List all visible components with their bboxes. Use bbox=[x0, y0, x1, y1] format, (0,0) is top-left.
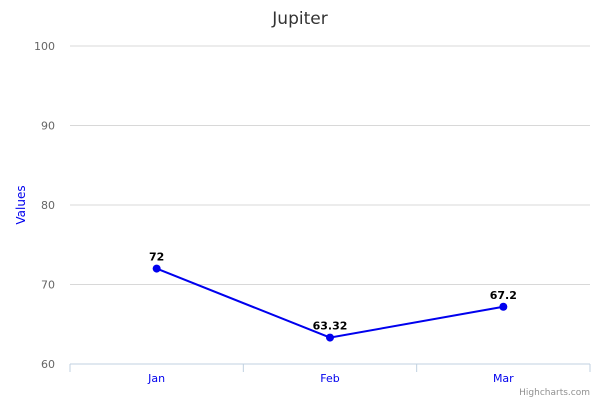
data-label: 63.32 bbox=[313, 320, 348, 333]
y-axis-ticks: 60 70 80 90 100 bbox=[34, 40, 55, 371]
y-axis-label: Values bbox=[14, 185, 28, 224]
y-tick-label: 90 bbox=[41, 120, 55, 133]
chart-title: Jupiter bbox=[271, 9, 327, 29]
data-label: 67.2 bbox=[490, 289, 517, 302]
series-group bbox=[152, 264, 508, 342]
y-tick-label: 70 bbox=[41, 279, 55, 292]
data-labels: 72 63.32 67.2 bbox=[149, 251, 517, 333]
y-tick-label: 60 bbox=[41, 358, 55, 371]
x-tick-label: Jan bbox=[147, 372, 165, 385]
y-tick-label: 80 bbox=[41, 199, 55, 212]
x-tick-label: Feb bbox=[320, 372, 339, 385]
data-point[interactable] bbox=[326, 333, 334, 342]
credits-text[interactable]: Highcharts.com bbox=[519, 388, 590, 398]
x-axis-ticks: Jan Feb Mar bbox=[69, 364, 591, 385]
x-tick-label: Mar bbox=[493, 372, 514, 385]
grid-lines bbox=[70, 45, 590, 285]
y-tick-label: 100 bbox=[34, 40, 55, 53]
data-point[interactable] bbox=[499, 302, 508, 311]
data-point[interactable] bbox=[152, 264, 161, 273]
data-label: 72 bbox=[149, 251, 164, 264]
